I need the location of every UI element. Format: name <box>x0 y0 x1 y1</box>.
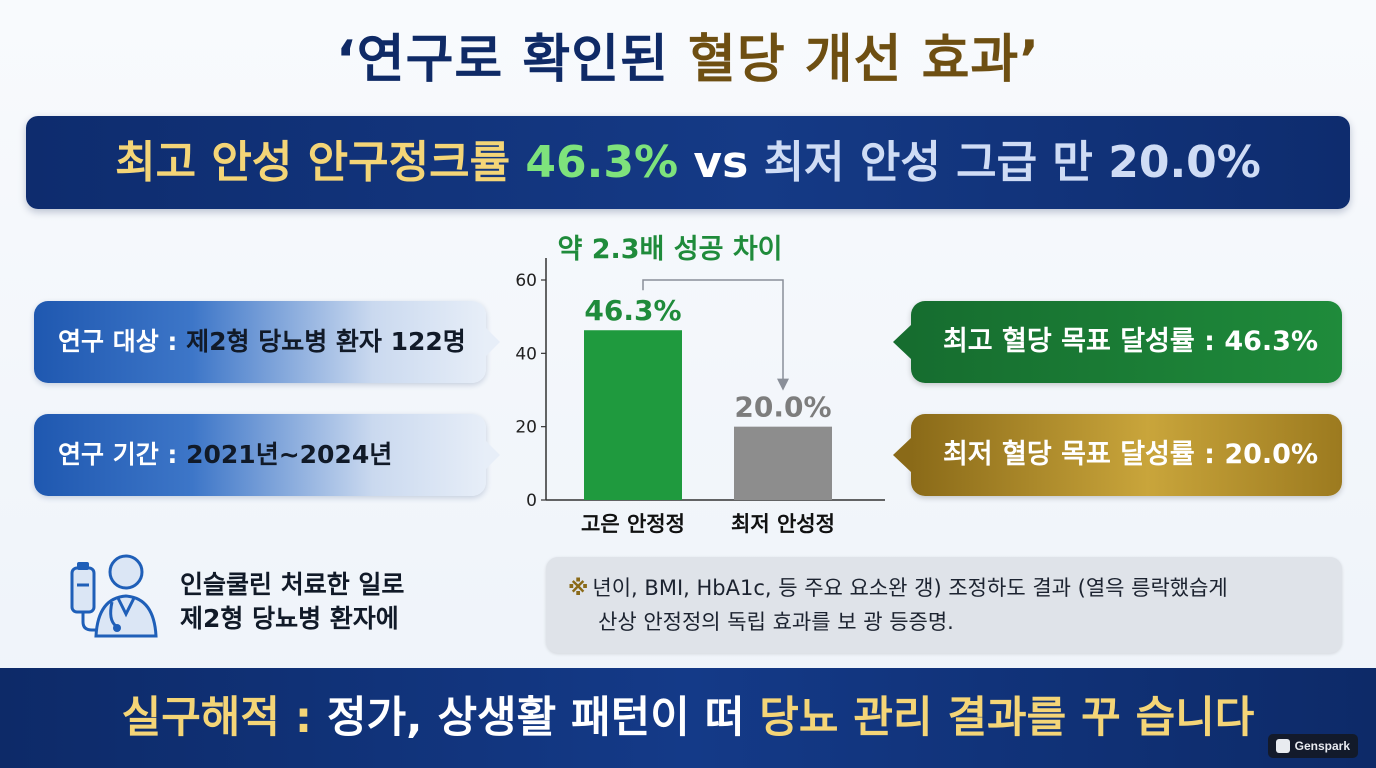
study-period-callout: 연구 기간 : 2021년~2024년 <box>34 414 500 496</box>
genspark-logo-icon <box>1275 739 1290 753</box>
study-period-label: 연구 기간 : <box>58 440 187 469</box>
bar-data-label: 46.3% <box>584 294 681 327</box>
headline-best-value: 46.3% <box>525 137 679 188</box>
study-subject-value: 제2형 당뇨병 환자 122명 <box>186 327 466 356</box>
page-title: ‘연구로 확인된 혈당 개선 효과’ <box>0 20 1376 100</box>
genspark-badge-text: Genspark <box>1294 739 1350 753</box>
y-tick-label: 40 <box>515 344 537 364</box>
headline-banner: 최고 안성 안구정크률 46.3% vs 최저 안성 그급 만 20.0% <box>26 116 1350 209</box>
headline-part1: 최고 안성 안구정크률 <box>115 137 526 188</box>
patient-note-line1: 인슬쿨린 처료한 일로 <box>180 570 405 599</box>
patient-note-line2: 제2형 당뇨병 환자에 <box>180 604 399 633</box>
worst-rate-text: 최저 혈당 목표 달성률 : 20.0% <box>942 439 1318 470</box>
y-tick-label: 20 <box>515 418 537 438</box>
worst-rate-callout: 최저 혈당 목표 달성률 : 20.0% <box>893 414 1342 496</box>
best-rate-text: 최고 혈당 목표 달성률 : 46.3% <box>942 326 1318 357</box>
y-axis-ticks: 0 20 40 60 <box>515 271 546 511</box>
page-title-part1: ‘연구로 확인된 <box>335 30 688 90</box>
page-title-part2: 혈당 개선 효과’ <box>688 30 1041 90</box>
difference-arrowhead <box>777 378 789 391</box>
x-category-label: 고은 안정정 <box>581 512 685 536</box>
patient-note: 인슬쿨린 처료한 일로 제2형 당뇨병 환자에 <box>180 568 404 636</box>
best-rate-callout: 최고 혈당 목표 달성률 : 46.3% <box>893 301 1342 383</box>
y-tick-label: 0 <box>526 491 537 511</box>
bar-chart: 약 2.3배 성공 차이 0 20 40 60 46.3% 고은 안정정 20.0% 최저 … <box>515 234 885 536</box>
bar-1 <box>584 330 682 500</box>
y-tick-label: 60 <box>515 271 537 291</box>
study-period-value: 2021년~2024년 <box>186 440 393 469</box>
adjustment-note-box: ※ 년이, BMI, HbA1c, 등 주요 요소완 갱) 조정하도 결과 (열윽… <box>546 557 1342 653</box>
bar-data-label: 20.0% <box>734 391 831 424</box>
difference-arrow <box>642 279 784 387</box>
conclusion-part3: 당뇨 관리 결과를 꾸 습니다 <box>759 693 1255 743</box>
conclusion-footer: 실구해적 : 정가, 상생활 패턴이 떠 당뇨 관리 결과를 꾸 습니다 Gen… <box>0 668 1376 768</box>
conclusion-part1: 실구해적 : <box>121 693 328 743</box>
reference-mark-icon: ※ <box>568 576 589 600</box>
study-subject-label: 연구 대상 : <box>58 327 187 356</box>
headline-vs: vs <box>678 137 764 188</box>
bar-2 <box>734 426 832 500</box>
conclusion-part2: 정가, 상생활 패턴이 떠 <box>327 693 760 743</box>
adjustment-note-line2: 산상 안정정의 독립 효과를 보 광 등증명. <box>598 610 954 634</box>
chart-title: 약 2.3배 성공 차이 <box>557 234 782 265</box>
headline-part4: 최저 안성 그급 만 20.0% <box>763 137 1261 188</box>
x-category-label: 최저 안성정 <box>731 512 835 536</box>
chart-bars: 46.3% 고은 안정정 20.0% 최저 안성정 <box>581 294 835 536</box>
genspark-badge[interactable]: Genspark <box>1267 734 1358 758</box>
adjustment-note-line1: 년이, BMI, HbA1c, 등 주요 요소완 갱) 조정하도 결과 (열윽 … <box>592 576 1228 600</box>
doctor-insulin-icon <box>70 554 158 638</box>
study-subject-callout: 연구 대상 : 제2형 당뇨병 환자 122명 <box>34 301 500 383</box>
